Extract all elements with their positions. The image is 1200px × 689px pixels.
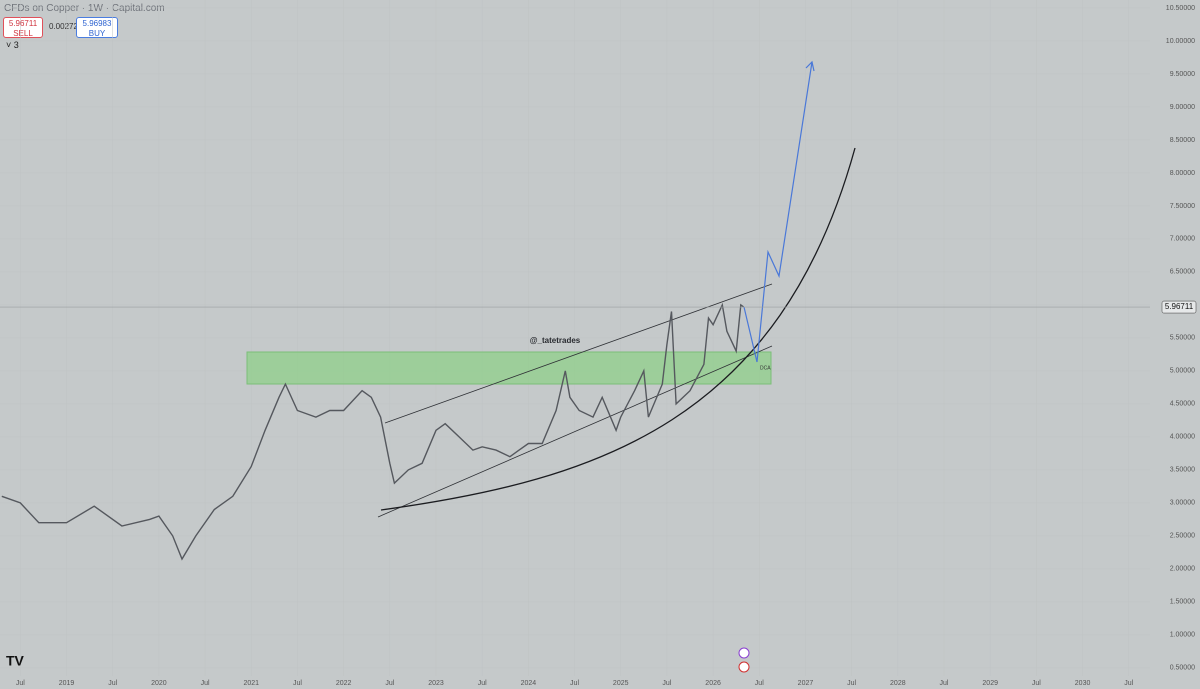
indicators-toggle[interactable]: ˅ 3 [6,40,19,50]
x-tick-label: Jul [662,680,671,687]
x-tick-label: 2023 [428,680,444,687]
x-tick-label: 2030 [1075,680,1091,687]
x-tick-label: 2028 [890,680,906,687]
y-tick-label: 10.50000 [1166,5,1195,12]
y-tick-label: 5.50000 [1170,335,1195,342]
x-tick-label: 2022 [336,680,352,687]
sell-price: 5.96711 [8,19,38,28]
y-tick-label: 9.50000 [1170,71,1195,78]
symbol-title: CFDs on Copper · 1W · Capital.com [4,3,165,14]
y-tick-label: 0.50000 [1170,665,1195,672]
event-icon[interactable] [738,647,750,659]
x-tick-label: 2019 [59,680,75,687]
x-tick-label: Jul [201,680,210,687]
x-tick-label: Jul [1124,680,1133,687]
last-price-label: 5.96711 [1165,302,1194,311]
logo: TV [6,653,25,669]
buy-label: BUY [88,29,106,38]
sell-label: SELL [13,29,33,38]
y-tick-label: 5.00000 [1170,368,1195,375]
y-tick-label: 7.00000 [1170,236,1195,243]
x-tick-label: Jul [570,680,579,687]
y-tick-label: 3.50000 [1170,467,1195,474]
x-tick-label: Jul [108,680,117,687]
event-icon[interactable] [738,661,750,673]
watermark-annotation: @_tatetrades [530,336,581,345]
zone [246,351,772,385]
x-tick-label: 2026 [705,680,721,687]
y-tick-label: 4.50000 [1170,401,1195,408]
last-price-box [1161,300,1197,314]
y-tick-label: 2.50000 [1170,533,1195,540]
x-tick-label: Jul [385,680,394,687]
y-tick-label: 7.50000 [1170,203,1195,210]
y-tick-label: 8.00000 [1170,170,1195,177]
x-tick-label: Jul [1032,680,1041,687]
x-tick-label: Jul [755,680,764,687]
x-tick-label: 2025 [613,680,629,687]
x-tick-label: Jul [847,680,856,687]
x-tick-label: 2029 [982,680,998,687]
y-tick-label: 10.00000 [1166,38,1195,45]
y-tick-label: 1.00000 [1170,632,1195,639]
indicators-count: 3 [13,40,19,50]
y-tick-label: 1.50000 [1170,599,1195,606]
x-tick-label: Jul [16,680,25,687]
y-tick-label: 9.00000 [1170,104,1195,111]
spread: 0.00272 [49,22,78,31]
y-tick-label: 3.00000 [1170,500,1195,507]
y-tick-label: 6.50000 [1170,269,1195,276]
x-tick-label: Jul [478,680,487,687]
y-tick-label: 8.50000 [1170,137,1195,144]
x-tick-label: 2020 [151,680,167,687]
price-line [1,302,745,561]
projection-arrow [743,60,815,363]
channel-lower [377,345,773,518]
x-tick-label: Jul [940,680,949,687]
x-tick-label: 2027 [798,680,814,687]
y-tick-label: 2.00000 [1170,566,1195,573]
sell-button[interactable]: 5.96711 SELL [3,17,43,38]
parabolic-curve [380,147,856,511]
x-tick-label: 2021 [243,680,259,687]
buy-button[interactable]: 5.96983 BUY [76,17,118,38]
x-tick-label: 2024 [521,680,537,687]
x-tick-label: Jul [293,680,302,687]
dca-annotation: DCA [760,365,771,371]
buy-price: 5.96983 [82,19,112,28]
y-tick-label: 4.00000 [1170,434,1195,441]
